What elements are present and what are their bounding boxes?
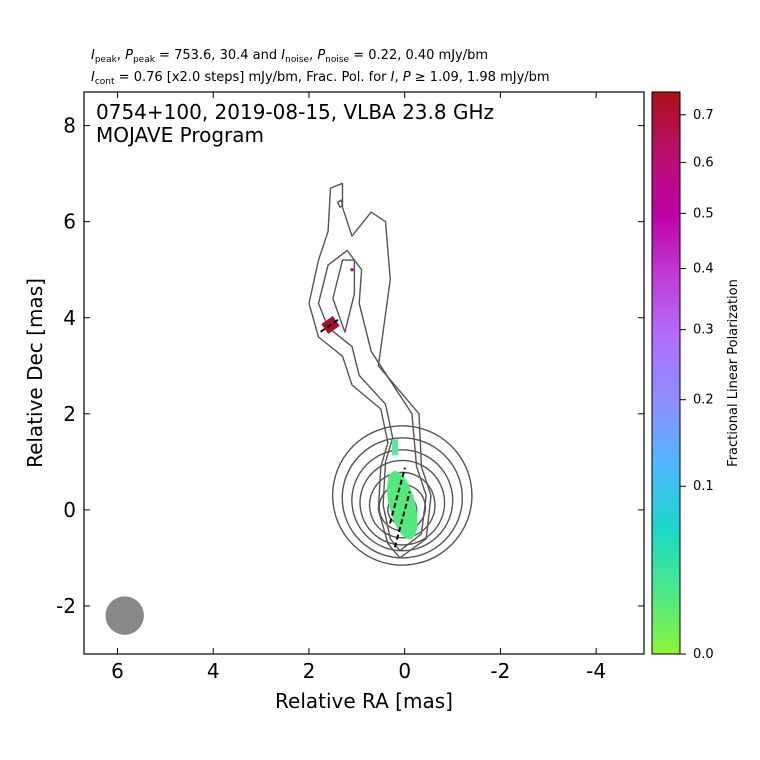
colorbar-tick-label: 0.7	[693, 108, 714, 123]
colorbar-label: Fractional Linear Polarization	[726, 279, 741, 467]
plot-frame	[83, 91, 645, 655]
x-tick-label: 0	[398, 659, 411, 683]
evpa-stick	[389, 467, 406, 524]
x-tick-label: 2	[303, 659, 316, 683]
jet-contour	[337, 199, 344, 209]
y-tick-label: 4	[63, 306, 76, 330]
y-axis-label: Relative Dec [mas]	[23, 278, 47, 468]
x-axis-label: Relative RA [mas]	[275, 689, 453, 713]
jet-contour	[317, 249, 427, 552]
jet-contour	[308, 182, 432, 559]
colorbar-tick-label: 0.1	[693, 479, 714, 494]
core-contour	[341, 437, 464, 559]
x-tick-label: 6	[111, 659, 124, 683]
colorbar-tick-label: 0.5	[693, 206, 714, 221]
x-tick-label: -2	[490, 659, 510, 683]
core-contour	[331, 425, 473, 566]
colorbar-tick-label: 0.3	[693, 323, 714, 338]
y-tick-label: 6	[63, 210, 76, 234]
header-line2: Icont = 0.76 [x2.0 steps] mJy/bm, Frac. …	[91, 70, 550, 87]
core-contour	[351, 449, 454, 552]
x-tick-label: 4	[207, 659, 220, 683]
evpa-sticks	[320, 317, 411, 548]
colorbar-ticks: 0.0 0.1 0.2 0.3 0.4 0.5 0.6 0.7	[680, 108, 714, 662]
y-tick-label: 2	[63, 402, 76, 426]
axis-ticks: 6 4 2 0 -2 -4 -2 0 2 4 6 8	[56, 92, 644, 683]
colorbar	[651, 91, 681, 655]
jet-contour	[332, 259, 356, 333]
y-tick-label: 8	[63, 114, 76, 138]
colorbar-tick-label: 0.2	[693, 393, 714, 408]
colorbar-tick-label: 0.4	[693, 262, 714, 277]
pol-patch-inner-jet	[392, 439, 399, 456]
pol-patch-spot	[350, 268, 354, 272]
chart-title-line2: MOJAVE Program	[96, 123, 264, 147]
colorbar-tick-label: 0.6	[693, 155, 714, 170]
pol-patch-core	[387, 470, 418, 540]
colorbar-tick-label: 0.0	[693, 647, 714, 662]
evpa-stick	[320, 317, 341, 333]
chart-title-line1: 0754+100, 2019-08-15, VLBA 23.8 GHz	[96, 100, 494, 124]
core-contour	[359, 459, 446, 546]
beam-ellipse	[105, 596, 144, 635]
evpa-stick	[393, 491, 411, 548]
header-line1: Ipeak, Ppeak = 753.6, 30.4 and Inoise, P…	[91, 48, 489, 65]
y-tick-label: -2	[56, 594, 76, 618]
beam	[105, 596, 144, 635]
y-tick-label: 0	[63, 498, 76, 522]
x-tick-label: -4	[586, 659, 606, 683]
